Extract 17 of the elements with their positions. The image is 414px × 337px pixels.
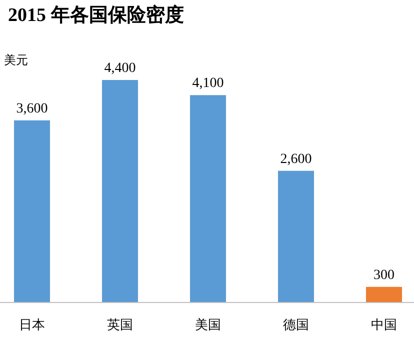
data-label: 2,600 <box>280 152 312 167</box>
data-label: 3,600 <box>16 101 48 116</box>
x-tick-label: 德国 <box>283 317 309 332</box>
data-label: 300 <box>374 268 394 283</box>
chart-title: 2015 年各国保险密度 <box>8 4 184 26</box>
data-label: 4,100 <box>192 76 224 92</box>
y-axis-title: 美元 <box>4 53 28 67</box>
data-label: 4,400 <box>104 61 136 76</box>
x-tick-label: 中国 <box>371 317 397 332</box>
bar <box>190 95 226 302</box>
x-tick-label: 美国 <box>195 317 221 332</box>
x-tick-label: 日本 <box>19 317 45 332</box>
bar <box>14 120 50 302</box>
bar <box>102 80 138 302</box>
bar <box>366 286 402 302</box>
x-tick-label: 英国 <box>107 317 133 332</box>
bar <box>278 170 314 302</box>
